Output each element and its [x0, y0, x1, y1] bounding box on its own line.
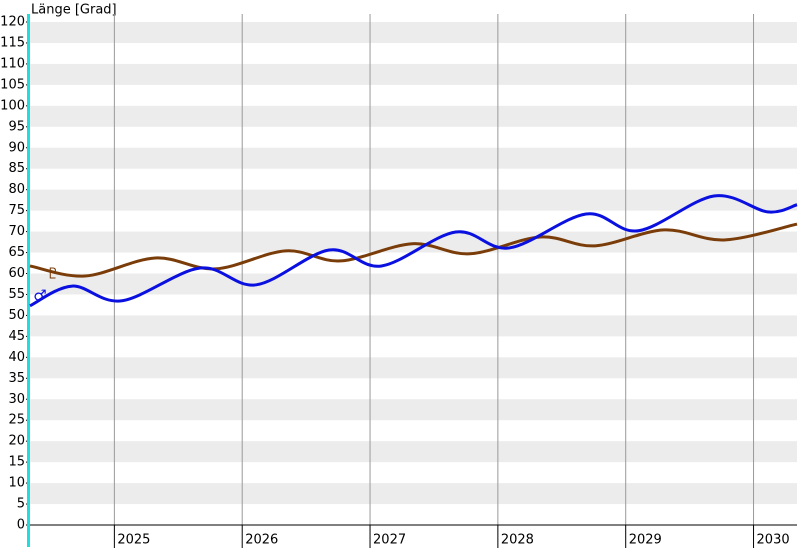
x-tick-label: 2025: [117, 533, 150, 548]
grid-band: [30, 315, 797, 337]
grid-band: [30, 357, 797, 379]
y-tick-label: 105: [0, 77, 25, 92]
y-tick-label: 40: [8, 350, 25, 365]
y-tick-label: 30: [8, 392, 25, 407]
y-tick-label: 45: [8, 329, 25, 344]
y-tick-label: 70: [8, 224, 25, 239]
grid-band: [30, 483, 797, 505]
y-tick-label: 60: [8, 266, 25, 281]
y-tick-label: 55: [8, 287, 25, 302]
y-tick-label: 80: [8, 182, 25, 197]
y-tick-label: 20: [8, 434, 25, 449]
y-tick-label: 25: [8, 413, 25, 428]
y-tick-label: 75: [8, 203, 25, 218]
y-tick-label: 15: [8, 455, 25, 470]
y-tick-label: 65: [8, 245, 25, 260]
y-tick-label: 0: [17, 518, 25, 533]
y-tick-label: 100: [0, 98, 25, 113]
y-axis: [27, 14, 30, 547]
grid-band: [30, 105, 797, 127]
grid-band: [30, 189, 797, 211]
y-tick-label: 115: [0, 35, 25, 50]
y-tick-label: 5: [17, 497, 25, 512]
x-tick-label: 2028: [501, 533, 534, 548]
y-tick-label: 10: [8, 476, 25, 491]
x-tick-label: 2030: [757, 533, 790, 548]
x-tick-label: 2029: [629, 533, 662, 548]
grid-band: [30, 63, 797, 85]
series-symbol: ♇: [46, 264, 59, 282]
x-tick-label: 2026: [245, 533, 278, 548]
y-tick-label: 110: [0, 56, 25, 71]
y-tick-label: 90: [8, 140, 25, 155]
grid-band: [30, 147, 797, 169]
grid-band: [30, 231, 797, 253]
y-tick-label: 95: [8, 119, 25, 134]
y-axis-label: Länge [Grad]: [31, 3, 117, 18]
series-line: [29, 194, 798, 308]
y-tick-label: 85: [8, 161, 25, 176]
y-tick-label: 120: [0, 15, 25, 30]
grid-band: [30, 22, 797, 43]
y-tick-label: 35: [8, 371, 25, 386]
grid-band: [30, 399, 797, 421]
x-tick-label: 2027: [373, 533, 406, 548]
y-tick-label: 50: [8, 308, 25, 323]
series-symbol: ♂: [33, 286, 46, 304]
grid-band: [30, 441, 797, 463]
series-line: [29, 222, 798, 278]
grid-band: [30, 273, 797, 295]
